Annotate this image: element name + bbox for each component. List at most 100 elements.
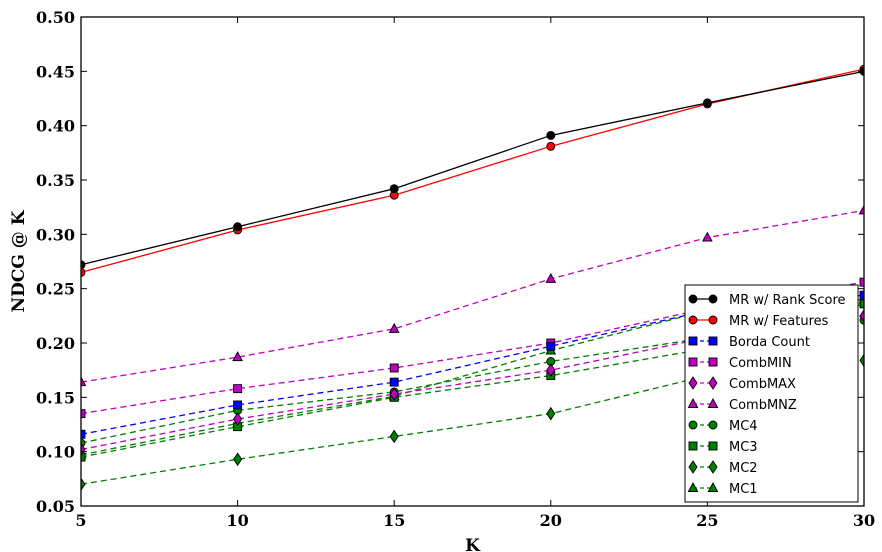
data-point — [858, 204, 864, 215]
data-point — [81, 260, 86, 270]
series-line — [80, 298, 865, 456]
legend-marker — [687, 482, 699, 492]
data-point — [702, 98, 712, 108]
legend-entry: MC1 — [687, 482, 758, 497]
legend-label: MC1 — [729, 482, 758, 497]
y-tick-label: 0.40 — [36, 117, 75, 136]
data-point — [859, 309, 864, 323]
data-point — [233, 400, 243, 410]
y-tick-label: 0.05 — [36, 497, 75, 516]
data-point — [546, 130, 556, 140]
legend-label: MC3 — [729, 440, 758, 455]
legend-marker — [688, 460, 698, 474]
series-line — [80, 68, 865, 273]
x-tick-label: 20 — [540, 511, 562, 530]
data-point — [233, 222, 243, 232]
legend-entry: MC2 — [688, 460, 758, 476]
x-tick-label: 5 — [75, 511, 86, 530]
legend-entry: CombMIN — [688, 356, 792, 371]
data-point — [81, 267, 86, 277]
data-point — [389, 429, 399, 444]
data-point — [81, 452, 86, 462]
legend-marker — [708, 376, 718, 390]
legend-label: MC4 — [729, 419, 758, 434]
legend-marker — [688, 294, 698, 304]
legend-marker — [707, 482, 719, 492]
legend-marker — [708, 441, 718, 451]
axis-ticks: 5 10 15 20 25 30 0.05 0.10 0.15 0.20 0.25 0.30 0.35 0… — [36, 8, 875, 530]
legend-marker — [708, 460, 718, 474]
series-mr-w-rank-score — [80, 66, 865, 270]
data-point — [546, 341, 556, 351]
y-tick-label: 0.15 — [36, 388, 75, 407]
y-tick-label: 0.35 — [36, 171, 75, 190]
series-combmnz — [80, 204, 865, 387]
legend-entry: CombMNZ — [687, 398, 797, 413]
data-point — [233, 384, 243, 394]
legend-marker — [708, 357, 718, 367]
legend: MR w/ Rank Score MR w/ Features Borda Coun… — [684, 284, 859, 503]
data-point — [81, 442, 86, 457]
data-point — [389, 184, 399, 194]
legend-label: CombMIN — [729, 356, 792, 371]
legend-entry: Borda Count — [688, 335, 810, 350]
legend-label: CombMAX — [729, 377, 796, 392]
legend-label: CombMNZ — [729, 398, 797, 413]
data-point — [702, 231, 713, 242]
legend-marker — [708, 315, 718, 325]
data-point — [232, 351, 243, 362]
legend-label: MR w/ Features — [729, 314, 829, 329]
legend-marker — [688, 441, 698, 451]
x-tick-label: 25 — [696, 511, 718, 530]
data-point — [81, 409, 86, 419]
legend-marker — [688, 357, 698, 367]
x-tick-label: 15 — [383, 511, 405, 530]
data-point — [859, 277, 864, 287]
legend-label: MR w/ Rank Score — [729, 293, 846, 308]
legend-marker — [688, 315, 698, 325]
y-tick-label: 0.10 — [36, 443, 75, 462]
legend-marker — [687, 398, 699, 408]
data-point — [81, 376, 87, 387]
data-point — [389, 387, 399, 401]
x-tick-label: 30 — [853, 511, 875, 530]
legend-entry: MR w/ Features — [688, 314, 829, 329]
legend-label: Borda Count — [729, 335, 810, 350]
legend-marker — [708, 336, 718, 346]
legend-entry: CombMAX — [688, 376, 796, 392]
data-point — [388, 322, 400, 333]
y-tick-label: 0.25 — [36, 280, 75, 299]
legend-marker — [688, 336, 698, 346]
y-tick-label: 0.20 — [36, 334, 75, 353]
y-tick-label: 0.30 — [36, 225, 75, 244]
legend-entry: MC3 — [688, 440, 758, 455]
legend-marker — [707, 398, 719, 408]
legend-marker — [688, 420, 698, 430]
data-point — [859, 299, 864, 309]
plot-area-frame — [80, 16, 865, 507]
data-point — [233, 412, 243, 426]
data-point — [389, 377, 399, 387]
legend-marker — [688, 376, 698, 390]
data-point — [546, 406, 556, 421]
data-point — [859, 353, 864, 368]
y-axis-title: NDCG @ K — [9, 209, 29, 312]
data-point — [233, 452, 243, 467]
data-point — [81, 477, 86, 492]
legend-entry: MC4 — [688, 419, 758, 434]
legend-marker — [708, 294, 718, 304]
y-tick-label: 0.50 — [36, 8, 75, 27]
data-point — [546, 363, 556, 377]
legend-label: MC2 — [729, 461, 758, 476]
data-point — [545, 272, 557, 283]
legend-entry: MR w/ Rank Score — [688, 293, 846, 308]
series-line — [80, 209, 865, 383]
x-axis-title: K — [465, 536, 481, 552]
legend-marker — [708, 420, 718, 430]
y-tick-label: 0.45 — [36, 62, 75, 81]
series-mr-w-features — [80, 64, 865, 277]
series-line — [80, 70, 865, 266]
data-point — [859, 290, 864, 300]
data-point — [389, 363, 399, 373]
